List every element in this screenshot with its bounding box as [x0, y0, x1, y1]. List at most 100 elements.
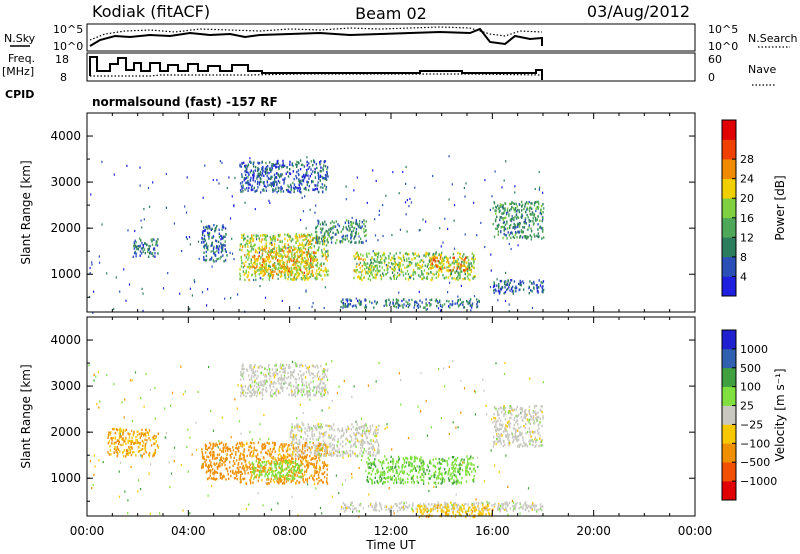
power-scatter-cell	[98, 261, 101, 264]
velocity-echo-cell	[326, 481, 328, 484]
velocity-echo-cell	[302, 458, 305, 461]
power-echo-cell	[288, 259, 290, 262]
velocity-scatter-cell	[171, 391, 174, 394]
power-echo-layer	[89, 155, 545, 314]
power-echo-cell	[442, 257, 444, 260]
velocity-echo-cell	[209, 451, 211, 455]
velocity-echo-cell	[137, 441, 139, 444]
velocity-echo-cell	[438, 461, 440, 464]
power-echo-cell	[325, 268, 328, 271]
velocity-echo-cell	[246, 468, 248, 471]
power-echo-cell	[284, 237, 286, 240]
power-scatter-cell	[92, 311, 94, 314]
velocity-echo-cell	[111, 439, 113, 442]
power-echo-cell	[295, 272, 297, 276]
velocity-echo-cell	[212, 455, 214, 458]
velocity-echo-cell	[150, 444, 153, 447]
power-echo-cell	[314, 188, 317, 191]
power-echo-cell	[354, 234, 357, 238]
power-echo-cell	[393, 305, 396, 308]
power-echo-cell	[379, 269, 381, 272]
power-echo-cell	[446, 266, 448, 269]
power-echo-cell	[290, 277, 292, 281]
velocity-echo-cell	[281, 460, 284, 463]
power-echo-cell	[152, 254, 154, 258]
velocity-scatter-cell	[180, 365, 182, 368]
power-echo-cell	[508, 225, 511, 228]
power-echo-cell	[207, 231, 209, 234]
power-echo-cell	[353, 255, 355, 258]
power-echo-cell	[449, 303, 451, 306]
power-echo-cell	[467, 255, 469, 259]
power-echo-cell	[265, 262, 267, 265]
velocity-echo-cell	[206, 477, 209, 481]
power-echo-cell	[243, 237, 245, 240]
power-echo-cell	[322, 262, 325, 266]
power-echo-cell	[312, 170, 314, 173]
velocity-echo-cell	[416, 480, 418, 483]
velocity-echo-cell	[295, 436, 297, 439]
power-echo-cell	[410, 262, 413, 265]
power-echo-cell	[324, 240, 326, 243]
power-echo-cell	[221, 245, 223, 248]
velocity-echo-cell	[143, 432, 146, 436]
power-echo-cell	[274, 235, 276, 238]
power-echo-cell	[281, 266, 284, 269]
power-scatter-cell	[405, 182, 407, 185]
velocity-echo-cell	[139, 441, 141, 445]
power-echo-cell	[340, 305, 342, 309]
power-echo-cell	[291, 263, 294, 267]
velocity-echo-cell	[318, 471, 320, 474]
power-echo-cell	[341, 240, 343, 243]
power-echo-cell	[528, 292, 530, 295]
power-echo-cell	[261, 252, 264, 255]
power-echo-cell	[317, 177, 320, 181]
power-echo-cell	[284, 273, 286, 277]
power-echo-cell	[371, 273, 373, 276]
power-echo-cell	[267, 165, 269, 168]
power-echo-cell	[457, 278, 459, 281]
freq-strip-frame	[86, 52, 696, 82]
power-echo-cell	[223, 235, 225, 238]
power-echo-cell	[392, 298, 395, 302]
nsearch-top-tick: 10^5	[708, 23, 738, 36]
power-echo-cell	[383, 304, 385, 307]
power-echo-cell	[331, 227, 333, 230]
power-echo-cell	[306, 240, 309, 243]
velocity-echo-cell	[275, 466, 277, 469]
velocity-echo-cell	[351, 439, 353, 442]
velocity-echo-cell	[155, 435, 157, 438]
power-echo-cell	[412, 273, 414, 277]
velocity-echo-cell	[209, 463, 212, 466]
velocity-echo-cell	[289, 474, 292, 477]
velocity-echo-cell	[205, 464, 207, 467]
power-echo-cell	[470, 306, 473, 309]
power-echo-cell	[300, 263, 302, 266]
power-echo-cell	[304, 175, 306, 179]
velocity-scatter-cell	[338, 385, 340, 388]
power-scatter-cell	[149, 205, 151, 208]
power-echo-cell	[309, 175, 311, 178]
power-echo-cell	[259, 249, 261, 252]
power-echo-cell	[215, 239, 217, 242]
velocity-echo-cell	[311, 474, 313, 477]
power-scatter-cell	[126, 164, 128, 167]
velocity-scatter-cell	[320, 423, 322, 426]
power-echo-cell	[459, 252, 462, 256]
power-echo-cell	[315, 237, 317, 240]
power-echo-cell	[277, 259, 279, 262]
power-echo-cell	[287, 278, 289, 281]
power-echo-cell	[458, 255, 461, 259]
power-echo-cell	[513, 202, 515, 206]
power-scatter-cell	[514, 185, 516, 188]
velocity-scatter-cell	[495, 362, 497, 365]
velocity-echo-cell	[451, 482, 453, 485]
power-echo-cell	[284, 271, 286, 274]
velocity-echo-cell	[249, 445, 251, 449]
power-echo-cell	[380, 277, 383, 281]
power-echo-cell	[245, 256, 248, 259]
power-echo-cell	[324, 165, 327, 168]
velocity-echo-cell	[154, 449, 157, 452]
velocity-echo-cell	[304, 473, 306, 476]
power-echo-cell	[243, 176, 246, 180]
